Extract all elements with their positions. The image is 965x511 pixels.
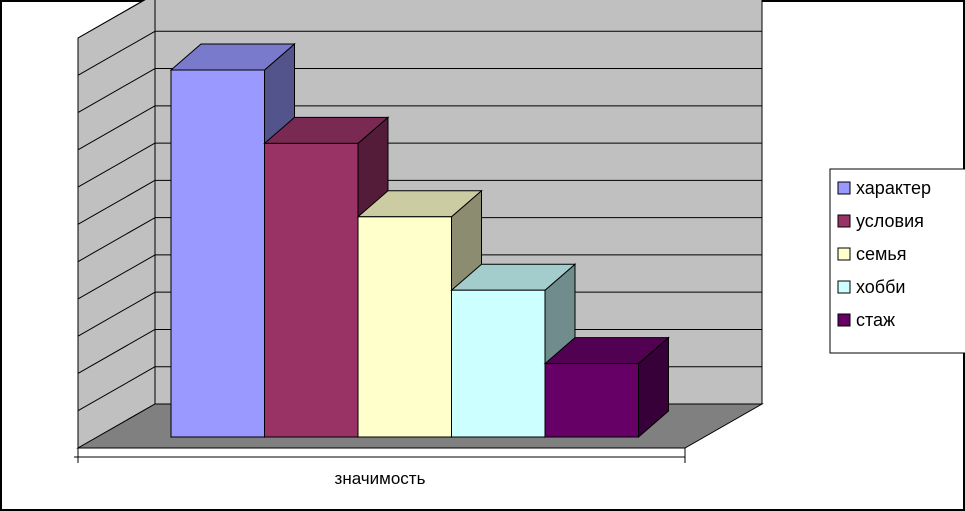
gridline-side: [77, 366, 156, 412]
gridline-side: [77, 0, 146, 39]
x-axis: [74, 448, 686, 463]
bar-front: [170, 69, 265, 438]
legend-label: условия: [856, 211, 924, 231]
gridline-side: [77, 254, 156, 300]
legend-swatch: [837, 280, 851, 294]
legend-label: характер: [856, 178, 931, 198]
legend-swatch: [837, 214, 851, 228]
legend-label: стаж: [856, 310, 895, 330]
legend-swatch: [837, 247, 851, 261]
bar-5: [543, 336, 670, 439]
gridline-side: [77, 105, 156, 151]
bar-front: [357, 216, 452, 438]
gridline-side: [77, 291, 156, 337]
gridline-side: [77, 142, 156, 188]
gridline-side: [77, 30, 156, 76]
legend-box: [829, 168, 965, 354]
bar-front: [451, 289, 546, 438]
gridline-side: [77, 217, 156, 263]
legend-label: хобби: [856, 277, 905, 297]
gridline-side: [77, 68, 156, 113]
legend: характер условия семья хобби стаж: [829, 168, 965, 354]
gridline-side: [77, 179, 156, 225]
legend-swatch: [837, 313, 851, 327]
x-tick-label: значимость: [335, 469, 426, 488]
bar-front: [264, 142, 359, 438]
bar-group: [169, 42, 670, 439]
gridline-side: [77, 329, 156, 374]
legend-swatch: [837, 181, 851, 195]
bar-front: [544, 363, 639, 438]
legend-label: семья: [856, 244, 907, 264]
